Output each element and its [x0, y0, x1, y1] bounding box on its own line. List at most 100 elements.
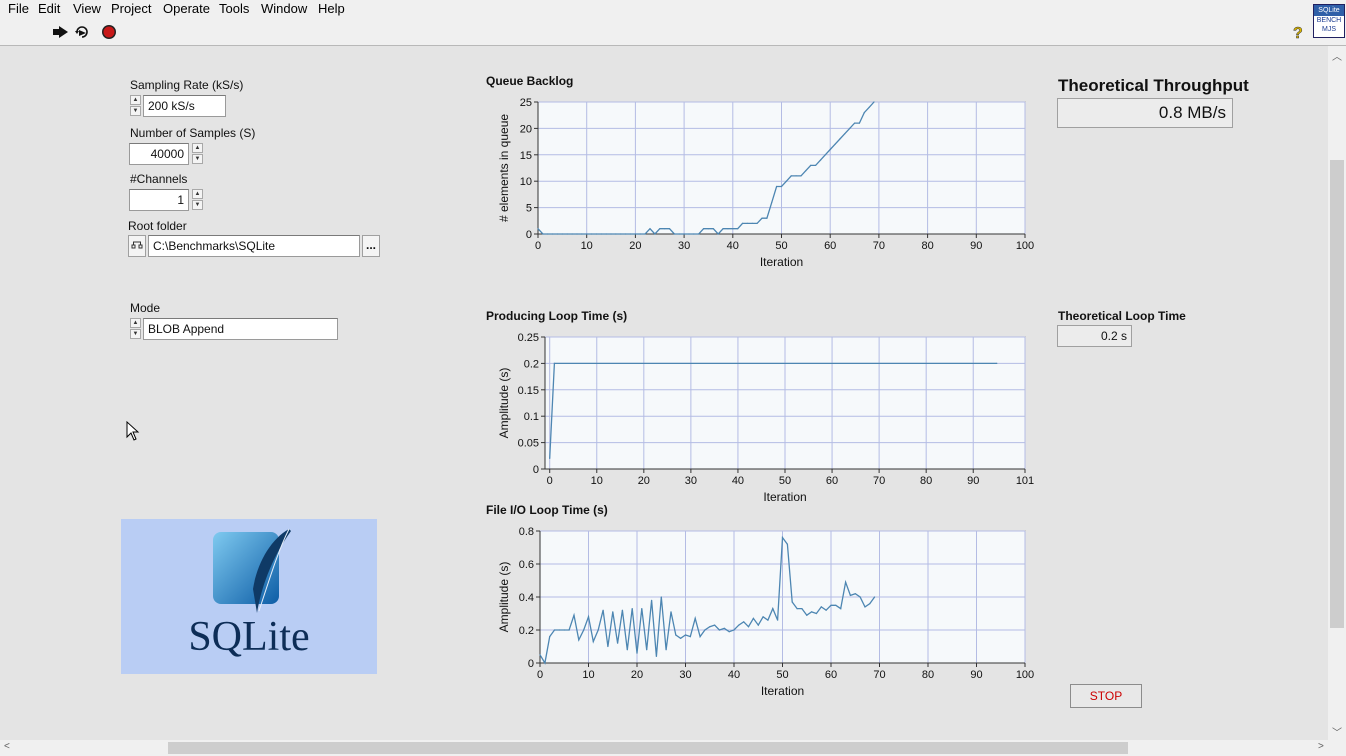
- sampling-rate-stepper[interactable]: ▲ ▼: [130, 95, 141, 117]
- path-browse-icon[interactable]: [128, 235, 146, 257]
- increment-arrow-icon[interactable]: ▲: [192, 189, 203, 199]
- increment-arrow-icon[interactable]: ▲: [192, 143, 203, 153]
- increment-arrow-icon[interactable]: ▲: [130, 318, 141, 328]
- data-point: [752, 617, 754, 619]
- y-tick-label: 15: [520, 150, 532, 162]
- theoretical-loop-time-indicator: 0.2 s: [1057, 325, 1132, 347]
- x-tick-label: 60: [826, 475, 838, 487]
- data-point: [621, 609, 623, 611]
- data-point: [801, 608, 803, 610]
- stop-button[interactable]: STOP: [1070, 684, 1142, 708]
- data-point: [815, 164, 817, 166]
- toolbar: ?: [0, 18, 1346, 46]
- channels-stepper[interactable]: ▲ ▼: [192, 189, 203, 211]
- data-point: [704, 629, 706, 631]
- scroll-right-icon[interactable]: >: [1318, 741, 1324, 752]
- data-point: [751, 222, 753, 224]
- y-tick-label: 0: [526, 229, 532, 241]
- vi-icon: SQLite BENCH MJS: [1313, 4, 1345, 38]
- data-point: [762, 616, 764, 618]
- data-point: [612, 611, 614, 613]
- mode-stepper[interactable]: ▲ ▼: [130, 318, 141, 340]
- decrement-arrow-icon[interactable]: ▼: [192, 154, 203, 164]
- horizontal-scroll-thumb[interactable]: [168, 742, 1128, 754]
- run-arrow-icon[interactable]: [52, 24, 70, 40]
- run-continuously-icon[interactable]: [74, 24, 92, 40]
- horizontal-scrollbar[interactable]: < >: [0, 740, 1346, 756]
- decrement-arrow-icon[interactable]: ▼: [130, 106, 141, 116]
- menu-help[interactable]: Help: [318, 1, 345, 16]
- data-point: [864, 606, 866, 608]
- data-point: [776, 185, 778, 188]
- data-point: [678, 233, 680, 235]
- data-point: [746, 222, 748, 224]
- data-point: [659, 228, 661, 230]
- x-tick-label: 40: [727, 240, 739, 252]
- producing-loop-time-title: Producing Loop Time (s): [486, 309, 628, 323]
- data-point: [819, 159, 822, 161]
- data-point: [873, 101, 875, 103]
- num-samples-stepper[interactable]: ▲ ▼: [192, 143, 203, 165]
- num-samples-field[interactable]: 40000: [129, 143, 189, 165]
- data-point: [741, 222, 744, 224]
- root-folder-field[interactable]: C:\Benchmarks\SQLite: [148, 235, 360, 257]
- data-point: [607, 645, 609, 648]
- data-point: [830, 604, 832, 606]
- decrement-arrow-icon[interactable]: ▼: [130, 329, 141, 339]
- y-tick-label: 0.1: [524, 411, 539, 423]
- data-point: [553, 629, 556, 631]
- increment-arrow-icon[interactable]: ▲: [130, 95, 141, 105]
- vertical-scroll-thumb[interactable]: [1330, 160, 1344, 628]
- sampling-rate-field[interactable]: 200 kS/s: [143, 95, 226, 117]
- file-io-loop-time-graph: 0 10 20 30 40 50 60 70 80 90 100 0 0.2 0.4 0.6 0.8 Itera…: [497, 526, 1034, 698]
- channels-label: #Channels: [130, 172, 188, 186]
- data-point: [617, 642, 619, 644]
- menu-file[interactable]: File: [8, 1, 29, 16]
- data-point: [586, 233, 588, 235]
- menu-window[interactable]: Window: [261, 1, 308, 16]
- x-tick-label: 70: [873, 475, 885, 487]
- x-tick-label: 20: [638, 475, 650, 487]
- scroll-down-icon[interactable]: ﹀: [1332, 728, 1342, 739]
- data-point: [854, 122, 856, 124]
- y-tick-label: 0: [533, 464, 539, 476]
- abort-icon[interactable]: [100, 24, 118, 40]
- data-point: [615, 233, 617, 235]
- menu-view[interactable]: View: [73, 1, 101, 16]
- data-point: [639, 233, 641, 235]
- data-point: [849, 594, 851, 596]
- data-point: [785, 180, 787, 182]
- vertical-scrollbar[interactable]: ︿ ﹀: [1328, 46, 1346, 740]
- queue-backlog-graph: 0 10 20 30 40 50 60 70 80 90 100 0 5 10 15 20 25 Iteratio…: [497, 97, 1034, 269]
- decrement-arrow-icon[interactable]: ▼: [192, 200, 203, 210]
- data-point: [718, 629, 720, 631]
- menu-operate[interactable]: Operate: [163, 1, 210, 16]
- scroll-left-icon[interactable]: <: [4, 741, 10, 752]
- x-tick-label: 20: [631, 669, 643, 681]
- data-point: [722, 228, 724, 230]
- menu-project[interactable]: Project: [111, 1, 152, 16]
- num-samples-label: Number of Samples (S): [130, 126, 256, 140]
- data-point: [684, 634, 687, 636]
- browse-button[interactable]: ...: [362, 235, 380, 257]
- data-point: [738, 624, 740, 626]
- menu-tools[interactable]: Tools: [219, 1, 250, 16]
- y-tick-label: 0.6: [519, 559, 534, 571]
- data-point: [810, 164, 812, 166]
- channels-field[interactable]: 1: [129, 189, 189, 211]
- y-tick-label: 0.2: [524, 358, 539, 370]
- data-point: [668, 228, 671, 230]
- data-point: [649, 228, 651, 230]
- data-point: [602, 609, 604, 611]
- data-point: [581, 233, 583, 235]
- data-point: [868, 106, 870, 108]
- x-tick-label: 90: [967, 475, 979, 487]
- data-point: [644, 233, 646, 235]
- scroll-up-icon[interactable]: ︿: [1332, 52, 1342, 63]
- menu-edit[interactable]: Edit: [38, 1, 61, 16]
- mode-ring[interactable]: BLOB Append: [143, 318, 338, 340]
- help-icon[interactable]: ?: [1290, 23, 1308, 43]
- data-point: [737, 228, 739, 230]
- x-axis-label: Iteration: [761, 684, 804, 698]
- data-point: [772, 608, 774, 610]
